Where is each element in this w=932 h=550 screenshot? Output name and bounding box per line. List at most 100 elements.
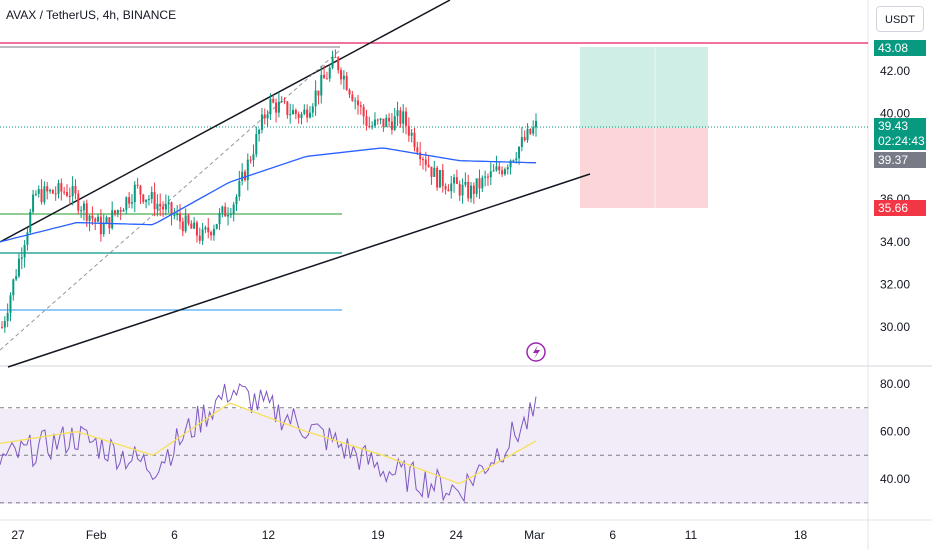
candle-body <box>150 192 153 200</box>
candle-body <box>57 183 60 194</box>
candle-body <box>311 106 314 113</box>
candle-body <box>221 206 224 213</box>
candle-body <box>486 176 489 178</box>
candle-body <box>37 189 40 194</box>
channel-mid-dashed-line[interactable] <box>0 49 341 351</box>
rsi-tick-label: 80.00 <box>880 377 910 391</box>
candle-body <box>523 137 526 141</box>
candle-body <box>334 56 337 58</box>
channel-lower-line[interactable] <box>7 173 591 368</box>
candle-body <box>489 171 492 178</box>
candle-body <box>447 189 450 192</box>
candle-body <box>29 211 32 233</box>
candle-body <box>421 159 424 161</box>
candle-body <box>26 232 29 245</box>
candle-body <box>297 114 300 119</box>
candle-body <box>289 114 292 116</box>
currency-button[interactable]: USDT <box>876 6 924 32</box>
candle-body <box>80 210 83 212</box>
candle-body <box>43 186 46 203</box>
candle-body <box>85 203 88 221</box>
candle-body <box>204 227 207 230</box>
candle-body <box>147 199 150 201</box>
candle-body <box>515 158 518 161</box>
candle-body <box>167 202 170 205</box>
candle-body <box>438 169 441 188</box>
candle-body <box>402 111 405 124</box>
candle-body <box>419 152 422 160</box>
candle-body <box>317 90 320 96</box>
candle-body <box>164 204 167 210</box>
candle-body <box>130 202 133 204</box>
candles-group <box>1 49 537 333</box>
candle-body <box>136 184 139 186</box>
time-tick-label: 6 <box>171 528 178 542</box>
candle-body <box>153 192 156 210</box>
candle-body <box>444 186 447 190</box>
candle-body <box>475 178 478 194</box>
candle-body <box>484 176 487 178</box>
candle-body <box>49 190 52 192</box>
candle-body <box>1 327 3 329</box>
target-price-value: 43.08 <box>878 41 909 55</box>
lightning-icon[interactable] <box>526 342 546 362</box>
candle-body <box>249 159 252 161</box>
time-tick-label: 6 <box>609 528 616 542</box>
candle-body <box>269 98 272 115</box>
time-tick-label: 24 <box>450 528 464 542</box>
stop-zone <box>580 128 708 208</box>
candle-body <box>300 114 303 119</box>
price-tick-label: 30.00 <box>880 320 910 334</box>
candle-body <box>162 206 165 210</box>
candle-body <box>46 186 49 192</box>
stop-price-value: 35.66 <box>878 201 909 215</box>
candle-body <box>238 180 241 197</box>
target-price-label: 43.08 <box>874 40 926 56</box>
ma-price-label: 39.37 <box>874 152 926 168</box>
candle-body <box>359 105 362 107</box>
candle-body <box>224 206 227 217</box>
candle-body <box>133 184 136 203</box>
candle-body <box>6 312 9 321</box>
candle-body <box>354 100 357 102</box>
candle-body <box>506 167 509 170</box>
rsi-tick-label: 60.00 <box>880 425 910 439</box>
candle-body <box>142 194 145 202</box>
bar-countdown: 02:24:43 <box>878 134 925 148</box>
candle-body <box>320 74 323 96</box>
channel-upper-line[interactable] <box>0 0 451 243</box>
candle-body <box>340 70 343 80</box>
candle-body <box>450 183 453 192</box>
candle-body <box>190 223 193 229</box>
ma-price-value: 39.37 <box>878 153 909 167</box>
candle-body <box>365 116 368 126</box>
candle-body <box>176 213 179 216</box>
candle-body <box>263 114 266 119</box>
candle-body <box>492 170 495 172</box>
candle-body <box>373 119 376 126</box>
candle-body <box>520 137 523 147</box>
candle-body <box>156 203 159 210</box>
candle-body <box>413 132 416 148</box>
price-tick-label: 40.00 <box>880 107 910 121</box>
candle-body <box>535 120 537 128</box>
candle-body <box>323 74 326 79</box>
candle-body <box>122 210 125 212</box>
candle-body <box>232 204 235 214</box>
candle-body <box>111 210 114 229</box>
candle-body <box>266 114 269 119</box>
candle-body <box>399 110 402 124</box>
candle-body <box>207 227 210 233</box>
candle-body <box>303 109 306 115</box>
candle-body <box>436 167 439 188</box>
candle-body <box>314 90 317 107</box>
candle-body <box>88 215 91 221</box>
candle-body <box>12 279 15 296</box>
candle-body <box>187 215 190 224</box>
candle-body <box>467 181 470 199</box>
candle-body <box>416 147 419 153</box>
time-tick-label: 18 <box>794 528 808 542</box>
candle-body <box>396 110 399 117</box>
candle-body <box>472 185 475 194</box>
